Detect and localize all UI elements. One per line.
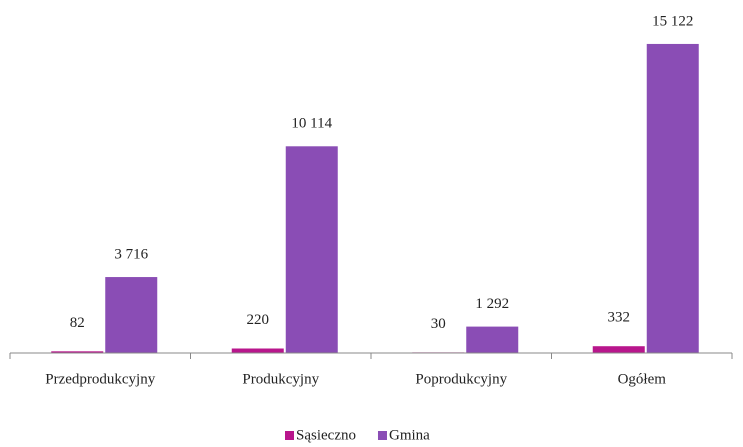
data-label: 30 (431, 316, 446, 332)
data-label: 10 114 (291, 116, 332, 132)
x-tick-label: Poprodukcyjny (415, 371, 507, 387)
data-label: 220 (247, 312, 270, 328)
bar (231, 348, 284, 353)
x-tick-label: Produkcyjny (242, 371, 319, 387)
bar (51, 351, 104, 353)
data-label: 332 (608, 310, 631, 326)
x-tick-label: Przedprodukcyjny (45, 371, 155, 387)
legend-swatch (285, 431, 294, 440)
x-tick-label: Ogółem (618, 371, 667, 387)
bar (466, 326, 519, 353)
legend-label: Gmina (389, 427, 430, 443)
bar (105, 277, 158, 353)
legend-label: Sąsieczno (296, 427, 356, 443)
data-label: 15 122 (652, 13, 693, 29)
bar (285, 146, 338, 353)
legend-swatch (377, 431, 387, 440)
bar (646, 43, 699, 354)
data-label: 3 716 (114, 246, 148, 262)
bar (592, 346, 645, 353)
data-label: 1 292 (475, 296, 509, 312)
data-label: 82 (70, 315, 85, 331)
